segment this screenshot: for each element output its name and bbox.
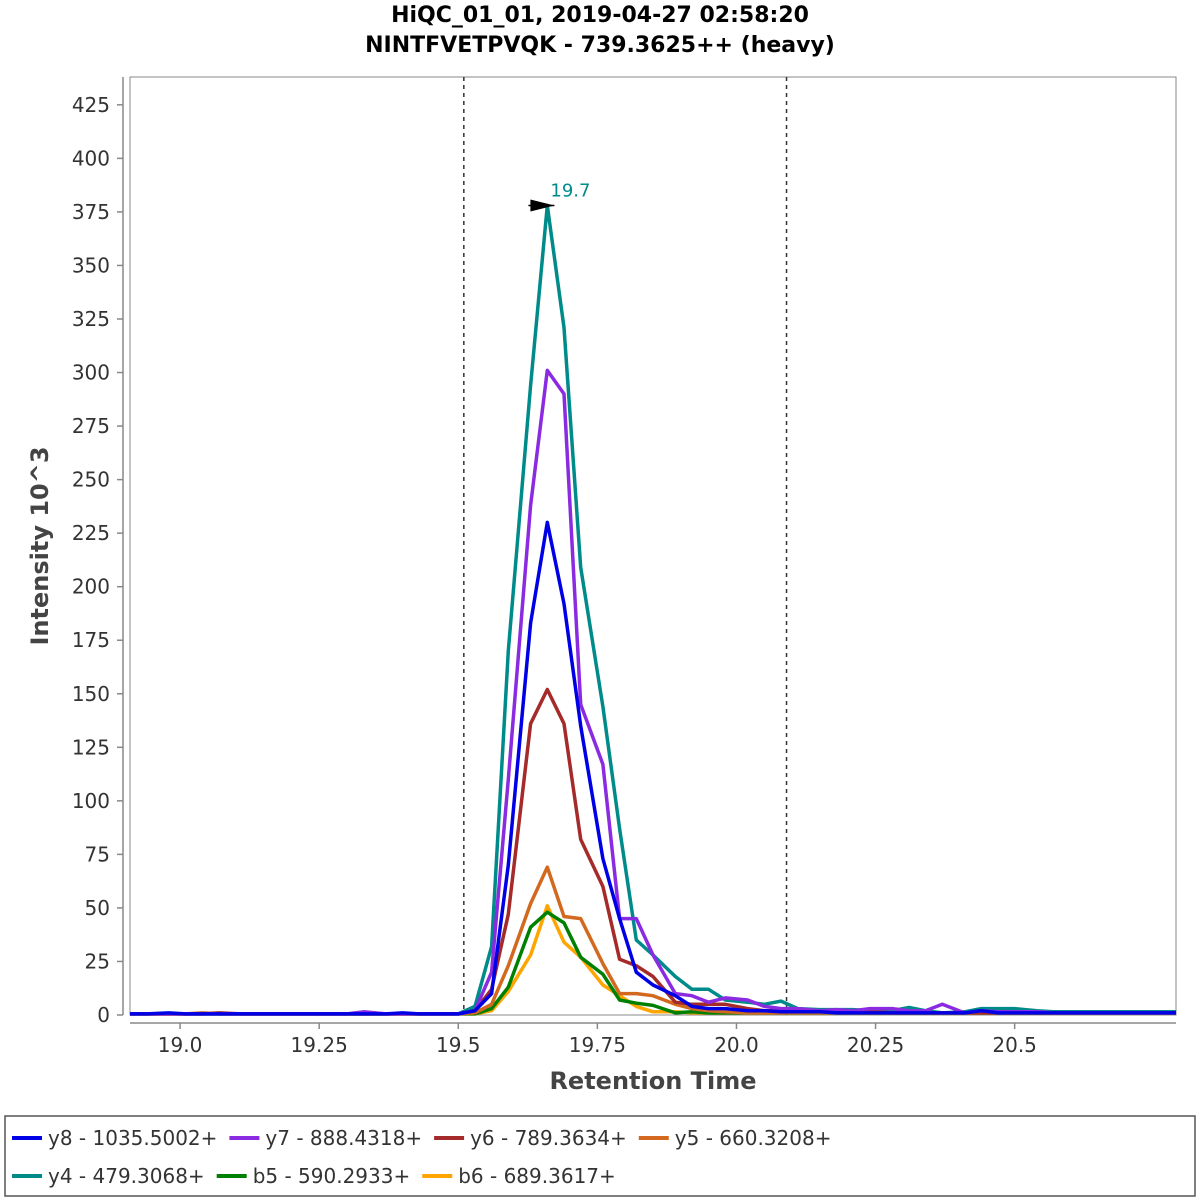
y-tick-label: 25: [85, 949, 110, 973]
y-tick-label: 150: [72, 682, 110, 706]
y-tick-label: 425: [72, 93, 110, 117]
y-axis-ticks: 0 25 50 75 100 125 150 175 200 225 250 275 300 325 350…: [72, 93, 123, 1027]
legend-frame: [4, 1115, 1196, 1197]
legend-item: b6 - 689.3617+: [422, 1164, 616, 1188]
plot-frame: [129, 76, 1177, 1016]
plot-area: 19.7: [129, 76, 1177, 1016]
x-tick-label: 20.0: [714, 1033, 759, 1057]
legend-item: y8 - 1035.5002+: [12, 1126, 217, 1150]
x-axis-ticks: 19.0 19.25 19.5 19.75 20.0 20.25 20.5: [158, 1023, 1037, 1057]
y-axis-title: Intensity 10^3: [26, 446, 54, 645]
legend-label: b5 - 590.2933+: [253, 1164, 411, 1188]
series-line-y8: [130, 520, 1176, 1016]
y-tick-label: 75: [85, 842, 110, 866]
x-tick-label: 19.5: [436, 1033, 481, 1057]
y-tick-label: 175: [72, 628, 110, 652]
legend-item: y5 - 660.3208+: [638, 1126, 832, 1150]
legend-item: b5 - 590.2933+: [216, 1164, 411, 1188]
legend-label: y4 - 479.3068+: [48, 1164, 205, 1188]
legend-item: y4 - 479.3068+: [12, 1164, 205, 1188]
y-tick-label: 0: [97, 1003, 110, 1027]
legend-item: y6 - 789.3634+: [434, 1126, 627, 1150]
chart-title: HiQC_01_01, 2019-04-27 02:58:20: [391, 3, 809, 28]
y-tick-label: 325: [72, 307, 110, 331]
x-axis-title: Retention Time: [549, 1067, 756, 1095]
y-tick-label: 375: [72, 200, 110, 224]
peak-annotation-layer: 19.7: [528, 180, 590, 212]
x-tick-label: 19.25: [291, 1033, 348, 1057]
y-tick-label: 100: [72, 789, 110, 813]
y-tick-label: 225: [72, 521, 110, 545]
legend-label: y8 - 1035.5002+: [48, 1126, 217, 1150]
legend-item: y7 - 888.4318+: [229, 1126, 422, 1150]
y-tick-label: 300: [72, 361, 110, 385]
y-tick-label: 400: [72, 146, 110, 170]
chart-subtitle: NINTFVETPVQK - 739.3625++ (heavy): [365, 33, 835, 58]
y-tick-label: 275: [72, 414, 110, 438]
legend-label: y6 - 789.3634+: [470, 1126, 627, 1150]
x-tick-label: 19.75: [569, 1033, 626, 1057]
y-tick-label: 250: [72, 468, 110, 492]
legend-label: b6 - 689.3617+: [458, 1164, 616, 1188]
legend-label: y5 - 660.3208+: [675, 1126, 832, 1150]
y-tick-label: 125: [72, 735, 110, 759]
x-tick-label: 20.25: [847, 1033, 904, 1057]
legend: y8 - 1035.5002+ y7 - 888.4318+ y6 - 789.36…: [4, 1115, 1196, 1197]
y-tick-label: 200: [72, 575, 110, 599]
y-tick-label: 50: [85, 896, 110, 920]
y-tick-label: 350: [72, 253, 110, 277]
x-tick-label: 19.0: [158, 1033, 203, 1057]
x-tick-label: 20.5: [992, 1033, 1037, 1057]
peak-annotation-label: 19.7: [550, 180, 590, 201]
legend-items: y8 - 1035.5002+ y7 - 888.4318+ y6 - 789.36…: [12, 1126, 831, 1188]
series-lines: [130, 203, 1176, 1016]
legend-label: y7 - 888.4318+: [265, 1126, 422, 1150]
